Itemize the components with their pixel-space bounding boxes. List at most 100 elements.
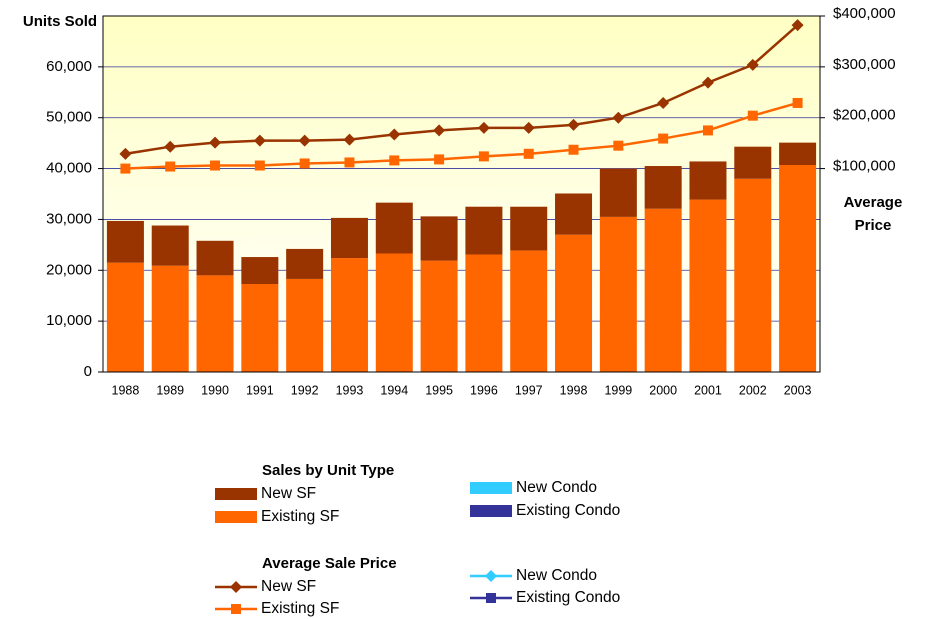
line-marker: [164, 140, 177, 153]
line-marker: [478, 151, 489, 162]
bar: [151, 225, 189, 266]
legend-label: New SF: [261, 485, 316, 502]
legend-swatch: [470, 482, 512, 494]
legend-marker: [485, 570, 497, 582]
x-tick-label: 1998: [560, 383, 588, 397]
bar: [241, 284, 279, 372]
x-tick-label: 1995: [425, 383, 453, 397]
x-tick-label: 1996: [470, 383, 498, 397]
y2-axis-title: Price: [855, 217, 892, 234]
bar: [375, 253, 413, 372]
bar: [599, 216, 637, 372]
line: [125, 24, 799, 156]
y-tick-label: 20,000: [46, 261, 92, 278]
bar: [286, 278, 324, 372]
y-axis-title: Units Sold: [23, 13, 97, 30]
y2-tick-label: $200,000: [833, 107, 896, 124]
line-marker: [567, 118, 580, 131]
x-tick-label: 2001: [694, 383, 722, 397]
y2-tick-label: $400,000: [833, 5, 896, 22]
x-tick-label: 1992: [291, 383, 319, 397]
bar: [555, 234, 593, 372]
y-tick-label: 40,000: [46, 160, 92, 177]
bar: [196, 275, 234, 372]
x-tick-label: 1988: [112, 383, 140, 397]
bar: [330, 217, 368, 259]
line-marker: [299, 158, 310, 169]
line-marker: [568, 144, 579, 155]
bar: [779, 165, 817, 372]
line-marker: [344, 157, 355, 168]
y-tick-label: 0: [84, 363, 92, 380]
legend-label: New SF: [261, 578, 316, 595]
bar: [151, 265, 189, 372]
line: [125, 101, 798, 170]
legend-swatch: [470, 505, 512, 517]
legend-label: Existing Condo: [516, 589, 620, 606]
bar: [241, 257, 279, 285]
line-marker: [701, 76, 714, 89]
bar: [734, 178, 772, 372]
legend-marker: [231, 604, 241, 614]
line-marker: [477, 121, 490, 134]
bar: [555, 193, 593, 235]
y-tick-label: 30,000: [46, 210, 92, 227]
line-marker: [658, 133, 669, 144]
bar: [420, 216, 458, 261]
x-tick-label: 2000: [649, 383, 677, 397]
x-tick-label: 1990: [201, 383, 229, 397]
legend-label: Existing SF: [261, 508, 339, 525]
line-marker: [433, 124, 446, 137]
legend-label: Existing SF: [261, 600, 339, 617]
bar: [106, 262, 144, 372]
y2-axis-title: Average: [844, 194, 903, 211]
line-marker: [298, 134, 311, 147]
plot-border: [102, 15, 821, 373]
x-tick-label: 1993: [336, 383, 364, 397]
legend-swatch: [215, 511, 257, 523]
x-tick-label: 2002: [739, 383, 767, 397]
x-tick-label: 1997: [515, 383, 543, 397]
line-marker: [657, 96, 670, 109]
x-tick-label: 1991: [246, 383, 274, 397]
line-marker: [343, 133, 356, 146]
bar: [599, 168, 637, 217]
line-marker: [254, 160, 265, 171]
line-marker: [165, 161, 176, 172]
line-marker: [210, 160, 221, 171]
line-marker: [792, 97, 803, 108]
line-marker: [746, 58, 759, 71]
line-marker: [388, 128, 401, 141]
bar: [465, 206, 503, 255]
bar: [689, 199, 727, 372]
line-marker: [702, 125, 713, 136]
x-tick-label: 1989: [156, 383, 184, 397]
line-marker: [612, 111, 625, 124]
line-marker: [120, 163, 131, 174]
legend-marker: [486, 593, 496, 603]
line-marker: [523, 148, 534, 159]
bar: [196, 240, 234, 276]
x-tick-label: 1999: [604, 383, 632, 397]
line-marker: [791, 19, 804, 32]
line-marker: [209, 136, 222, 149]
x-tick-label: 1994: [380, 383, 408, 397]
legend-marker: [230, 581, 242, 593]
legend-title: Average Sale Price: [262, 555, 397, 572]
bar: [779, 142, 817, 166]
legend-label: New Condo: [516, 479, 597, 496]
bar: [330, 258, 368, 372]
line-marker: [389, 155, 400, 166]
y2-tick-label: $300,000: [833, 56, 896, 73]
x-tick-label: 2003: [784, 383, 812, 397]
y-tick-label: 10,000: [46, 312, 92, 329]
y-tick-label: 60,000: [46, 58, 92, 75]
line-marker: [522, 121, 535, 134]
legend-title: Sales by Unit Type: [262, 462, 394, 479]
legend-label: New Condo: [516, 567, 597, 584]
bar: [510, 250, 548, 372]
legend-label: Existing Condo: [516, 502, 620, 519]
bar: [375, 202, 413, 254]
line-marker: [253, 134, 266, 147]
